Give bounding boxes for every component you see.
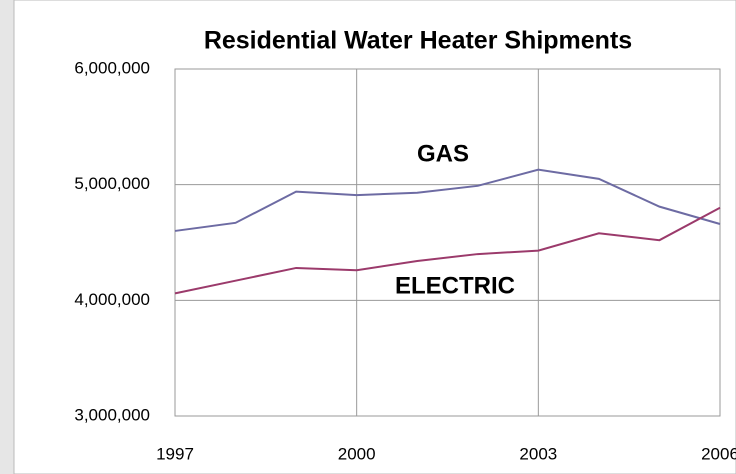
x-tick-label: 2000 [338, 444, 376, 463]
y-tick-label: 6,000,000 [74, 58, 150, 77]
x-tick-label: 1997 [156, 444, 194, 463]
x-tick-label: 2006 [701, 444, 736, 463]
y-tick-label: 5,000,000 [74, 174, 150, 193]
series-label: GAS [417, 140, 469, 167]
series-line [174, 206, 721, 295]
series-label: ELECTRIC [395, 272, 515, 299]
x-tick-label: 2003 [519, 444, 557, 463]
series-line [174, 168, 721, 232]
chart-background [13, 0, 736, 474]
chart-title: Residential Water Heater Shipments [204, 27, 632, 55]
y-tick-label: 4,000,000 [74, 290, 150, 309]
y-tick-label: 3,000,000 [74, 405, 150, 424]
